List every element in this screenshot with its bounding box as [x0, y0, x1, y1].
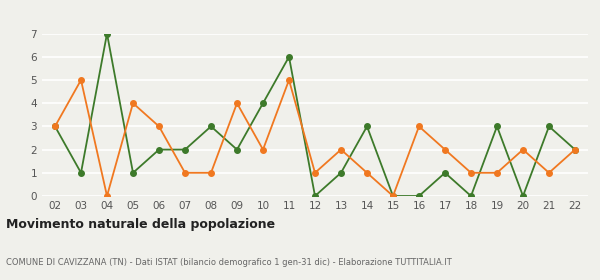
Decessi [337, 148, 344, 151]
Nascite [337, 171, 344, 174]
Decessi [181, 171, 188, 174]
Nascite [286, 55, 293, 59]
Nascite [52, 125, 59, 128]
Line: Nascite: Nascite [52, 31, 578, 199]
Nascite [77, 171, 85, 174]
Decessi [259, 148, 266, 151]
Decessi [155, 125, 163, 128]
Decessi [415, 125, 422, 128]
Nascite [103, 32, 110, 35]
Decessi [520, 148, 527, 151]
Nascite [233, 148, 241, 151]
Decessi [130, 102, 137, 105]
Nascite [467, 194, 475, 198]
Nascite [181, 148, 188, 151]
Decessi [493, 171, 500, 174]
Decessi [233, 102, 241, 105]
Nascite [130, 171, 137, 174]
Legend: Nascite, Decessi: Nascite, Decessi [225, 0, 405, 1]
Decessi [311, 171, 319, 174]
Decessi [389, 194, 397, 198]
Text: Movimento naturale della popolazione: Movimento naturale della popolazione [6, 218, 275, 231]
Nascite [389, 194, 397, 198]
Decessi [467, 171, 475, 174]
Nascite [545, 125, 553, 128]
Nascite [364, 125, 371, 128]
Decessi [364, 171, 371, 174]
Line: Decessi: Decessi [52, 77, 578, 199]
Nascite [415, 194, 422, 198]
Nascite [259, 102, 266, 105]
Nascite [520, 194, 527, 198]
Decessi [208, 171, 215, 174]
Nascite [493, 125, 500, 128]
Decessi [52, 125, 59, 128]
Nascite [571, 148, 578, 151]
Nascite [442, 171, 449, 174]
Decessi [571, 148, 578, 151]
Decessi [545, 171, 553, 174]
Decessi [77, 78, 85, 82]
Decessi [286, 78, 293, 82]
Text: COMUNE DI CAVIZZANA (TN) - Dati ISTAT (bilancio demografico 1 gen-31 dic) - Elab: COMUNE DI CAVIZZANA (TN) - Dati ISTAT (b… [6, 258, 452, 267]
Nascite [311, 194, 319, 198]
Decessi [442, 148, 449, 151]
Decessi [103, 194, 110, 198]
Nascite [208, 125, 215, 128]
Nascite [155, 148, 163, 151]
